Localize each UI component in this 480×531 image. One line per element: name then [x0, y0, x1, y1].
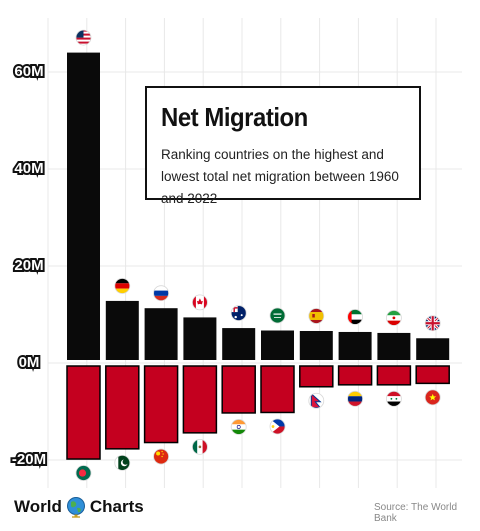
canada-flag-icon: [191, 294, 208, 311]
venezuela-flag-icon: [347, 390, 364, 407]
bar-positive: [416, 338, 450, 360]
source-note: Source: The World Bank: [374, 502, 458, 524]
y-tick-label: 40M: [14, 160, 43, 177]
spain-flag-icon: [308, 308, 325, 324]
logo-text-charts: Charts: [89, 497, 144, 516]
bar-negative: [143, 365, 179, 444]
uk-flag-icon: [424, 315, 441, 332]
bar-positive: [67, 52, 100, 360]
chart-subtitle: Ranking countries on the highest and low…: [161, 147, 399, 206]
bar-positive: [261, 330, 294, 360]
bar-positive: [377, 332, 411, 360]
syria-flag-icon: [385, 390, 402, 407]
chart-title: Net Migration: [161, 102, 308, 132]
bar-negative: [376, 365, 412, 386]
bar-positive: [222, 328, 256, 360]
title-box: Net Migration Ranking countries on the h…: [145, 86, 421, 206]
saudi-arabia-flag-icon: [269, 307, 286, 324]
bar-positive: [105, 300, 139, 360]
usa-flag-icon: [75, 29, 92, 46]
bar-negative: [182, 365, 218, 434]
bar-negative: [337, 365, 373, 386]
pakistan-flag-icon: [114, 454, 131, 471]
bar-negative: [415, 365, 450, 385]
bar-negative: [299, 365, 334, 388]
y-tick-label: -20M: [12, 451, 46, 468]
bar-positive: [299, 330, 333, 360]
chart-bars: [66, 52, 450, 460]
mexico-flag-icon: [191, 438, 208, 455]
y-tick-label: 0M: [19, 354, 40, 371]
bar-negative: [221, 365, 256, 414]
bar-negative: [105, 365, 140, 450]
russia-flag-icon: [153, 285, 170, 302]
philippines-flag-icon: [269, 418, 286, 435]
germany-flag-icon: [114, 278, 131, 294]
y-tick-label: 60M: [14, 63, 43, 80]
bar-negative: [66, 365, 101, 460]
worldcharts-logo: World Charts: [14, 494, 144, 520]
vietnam-flag-icon: [424, 389, 441, 406]
india-flag-icon: [230, 419, 247, 435]
globe-icon: [66, 497, 85, 518]
chart-flags: [75, 29, 441, 481]
y-tick-label: 20M: [14, 257, 43, 274]
iran-flag-icon: [385, 310, 402, 326]
bar-positive: [144, 308, 178, 360]
bar-negative: [260, 365, 295, 414]
australia-flag-icon: [230, 305, 247, 321]
uae-flag-icon: [347, 309, 364, 325]
china-flag-icon: [153, 448, 170, 465]
nepal-flag-icon: [308, 392, 325, 409]
bangladesh-flag-icon: [75, 465, 92, 481]
bar-positive: [183, 317, 217, 360]
bar-positive: [338, 331, 372, 360]
y-axis-ticks: 60M 40M 20M 0M -20M: [10, 61, 48, 470]
logo-text-world: World: [14, 497, 62, 516]
